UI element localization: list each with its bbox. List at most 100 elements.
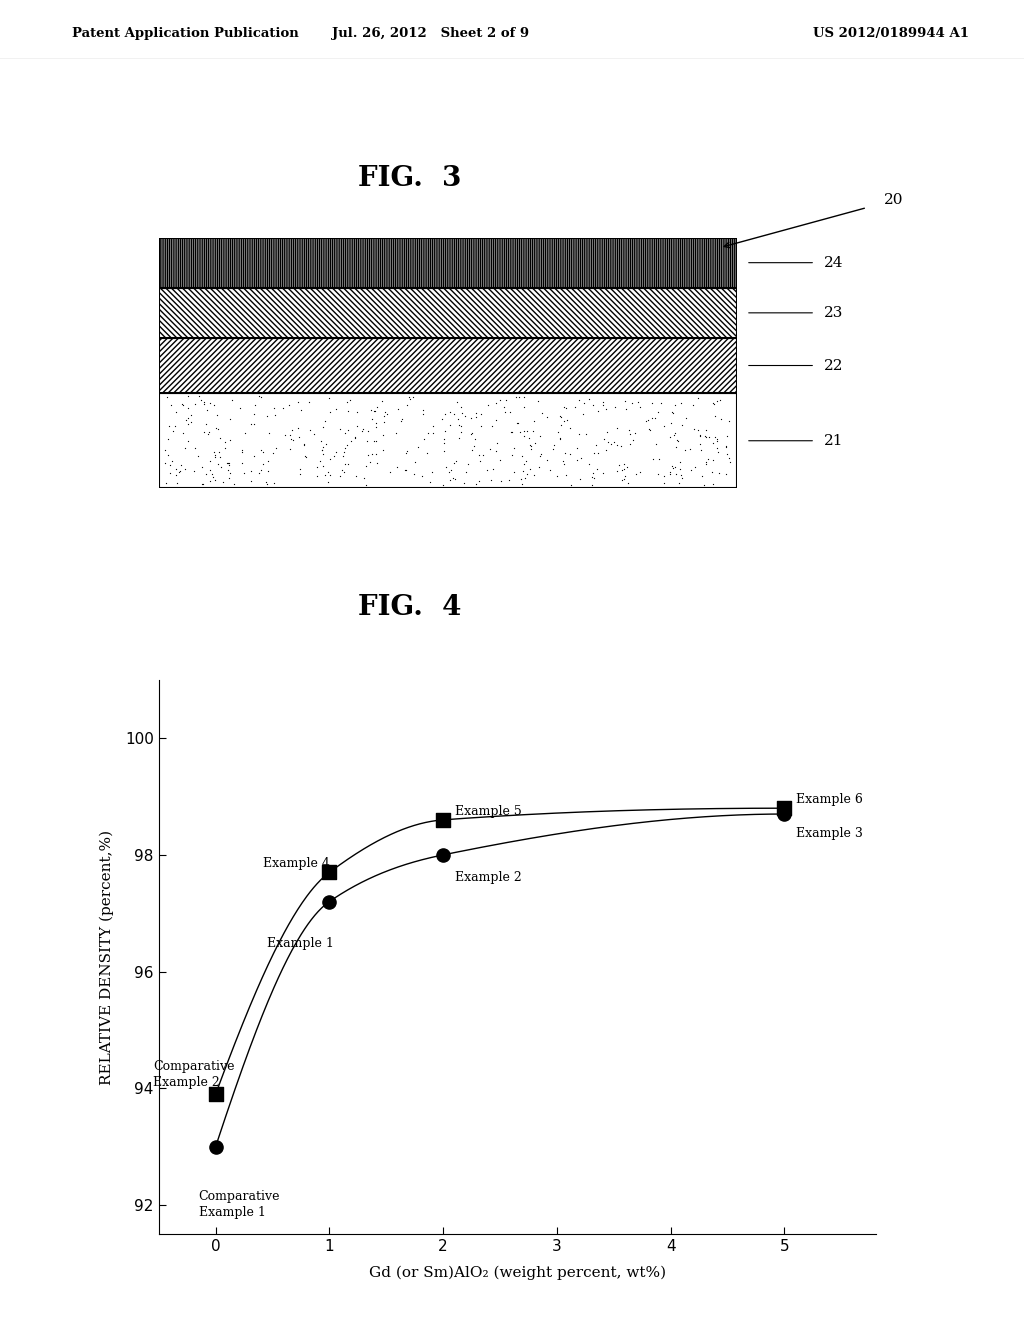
Point: [317, 433, 334, 454]
Point: [523, 436, 540, 457]
Point: [209, 453, 225, 474]
Point: [721, 447, 737, 469]
Point: [221, 409, 238, 430]
Point: [569, 437, 586, 458]
Point: [458, 462, 474, 483]
Text: 23: 23: [823, 306, 843, 319]
Point: [309, 457, 326, 478]
Point: [282, 424, 298, 445]
Point: [377, 401, 393, 422]
Point: [497, 401, 513, 422]
Point: [314, 444, 331, 465]
Point: [502, 401, 518, 422]
Point: [457, 405, 473, 426]
Point: [339, 434, 355, 455]
Point: [186, 393, 203, 414]
Point: [689, 420, 706, 441]
Point: [168, 465, 184, 486]
Point: [641, 418, 657, 440]
Text: 20: 20: [885, 193, 904, 207]
Point: [292, 458, 308, 479]
Point: [199, 400, 215, 421]
Point: [196, 421, 212, 442]
Point: [453, 396, 469, 417]
Point: [261, 422, 278, 444]
Point: [613, 470, 630, 491]
Point: [220, 459, 237, 480]
Point: [546, 434, 562, 455]
Point: [399, 395, 416, 416]
Point: [198, 413, 214, 434]
Point: [622, 433, 638, 454]
Point: [197, 393, 213, 414]
Point: [677, 440, 693, 461]
Point: [424, 462, 440, 483]
Point: [632, 397, 648, 418]
Point: [596, 429, 612, 450]
Point: [368, 417, 384, 438]
Point: [180, 430, 197, 451]
Point: [340, 454, 356, 475]
Point: [670, 430, 686, 451]
Point: [173, 454, 189, 475]
Text: Comparative
Example 2: Comparative Example 2: [153, 1060, 234, 1089]
Point: [366, 400, 382, 421]
Point: [617, 399, 634, 420]
Point: [665, 403, 681, 424]
Point: [169, 473, 185, 494]
Point: [586, 442, 602, 463]
Point: [480, 395, 497, 416]
Point: [510, 412, 526, 433]
Point: [705, 392, 721, 413]
Point: [673, 393, 689, 414]
Point: [332, 465, 348, 486]
Point: [441, 414, 458, 436]
Point: [484, 459, 501, 480]
Point: [221, 454, 238, 475]
Point: [290, 392, 306, 413]
Point: [202, 459, 218, 480]
Point: [683, 459, 699, 480]
Point: [163, 395, 179, 416]
Point: [637, 411, 653, 432]
Point: [710, 441, 726, 462]
Point: [202, 421, 218, 442]
Point: [281, 395, 297, 416]
Point: [488, 409, 505, 430]
Text: Example 5: Example 5: [455, 804, 521, 817]
Point: [719, 425, 735, 446]
Point: [590, 442, 606, 463]
Point: [718, 436, 734, 457]
Point: [453, 414, 469, 436]
Point: [207, 470, 223, 491]
Point: [316, 465, 333, 486]
Point: [595, 462, 611, 483]
Point: [706, 393, 722, 414]
Point: [707, 407, 723, 428]
Point: [640, 409, 656, 430]
Text: Jul. 26, 2012   Sheet 2 of 9: Jul. 26, 2012 Sheet 2 of 9: [332, 26, 528, 40]
Point: [558, 465, 574, 486]
Point: [313, 430, 330, 451]
Point: [162, 454, 178, 475]
Point: [358, 430, 375, 451]
Point: [463, 424, 479, 445]
Point: [475, 444, 492, 465]
Point: [598, 440, 614, 461]
Point: [442, 459, 459, 480]
Point: [649, 401, 666, 422]
Point: [233, 441, 250, 462]
Point: [216, 432, 232, 453]
Point: [364, 399, 380, 420]
Point: [312, 450, 329, 471]
Point: [588, 434, 604, 455]
Point: [365, 444, 381, 465]
Point: [556, 454, 572, 475]
Point: [719, 444, 735, 465]
Point: [359, 445, 376, 466]
Point: [253, 387, 269, 408]
Text: 24: 24: [823, 256, 844, 269]
Point: [179, 407, 196, 428]
Point: [585, 395, 601, 416]
Point: [662, 463, 678, 484]
